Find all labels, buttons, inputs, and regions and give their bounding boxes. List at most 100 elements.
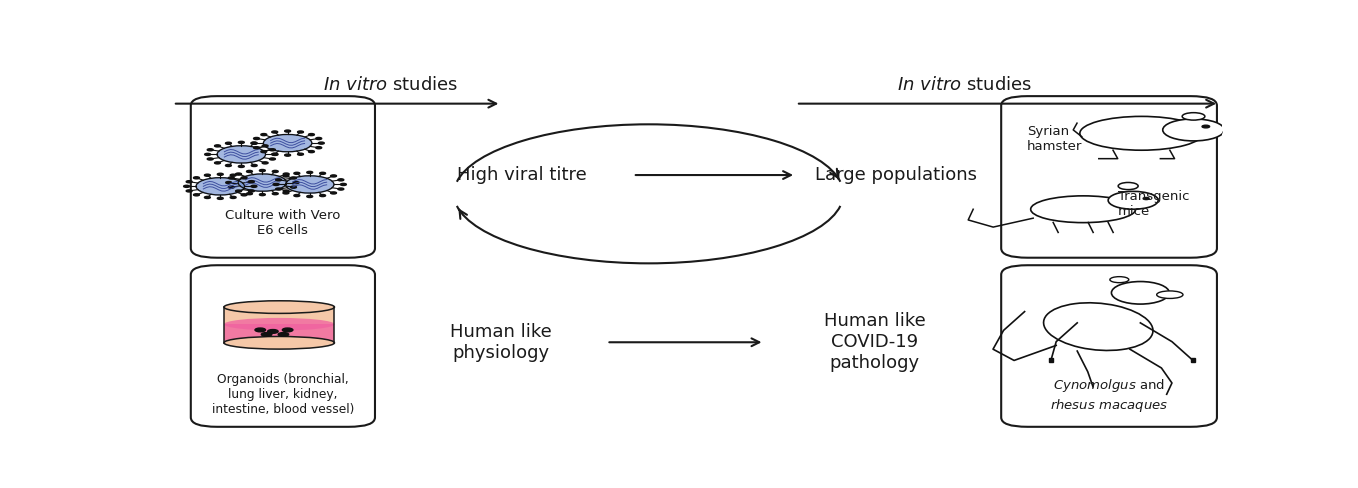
Bar [224,324,334,343]
Circle shape [228,177,234,179]
Circle shape [261,332,272,336]
Circle shape [316,147,322,149]
Ellipse shape [1162,119,1225,141]
Circle shape [242,177,247,179]
FancyBboxPatch shape [190,96,375,258]
Circle shape [269,158,276,160]
Circle shape [186,181,191,183]
Circle shape [318,142,325,144]
Circle shape [186,190,191,192]
Circle shape [291,177,296,179]
Circle shape [247,193,253,195]
Circle shape [225,182,232,183]
Circle shape [225,142,231,144]
Circle shape [261,134,266,136]
Circle shape [205,196,210,199]
Circle shape [263,135,312,152]
Circle shape [276,179,281,181]
Circle shape [268,329,278,333]
Text: High viral titre: High viral titre [458,166,587,184]
Circle shape [255,328,266,332]
Circle shape [228,186,234,188]
Circle shape [308,134,315,136]
Ellipse shape [1043,303,1153,350]
Ellipse shape [1080,117,1203,150]
Ellipse shape [224,318,334,330]
Circle shape [307,171,312,173]
Circle shape [249,190,254,192]
Circle shape [242,194,247,196]
Circle shape [307,195,312,198]
Text: $\it{Cynomolgus}$ and
$\it{rhesus\ macaques}$: $\it{Cynomolgus}$ and $\it{rhesus\ macaq… [1050,377,1168,414]
Circle shape [285,130,291,132]
Circle shape [262,162,268,164]
Bar [224,307,334,343]
Circle shape [338,188,344,190]
Circle shape [273,170,278,172]
Circle shape [249,181,254,183]
Circle shape [205,153,210,156]
Circle shape [261,151,266,153]
Circle shape [272,131,277,133]
Circle shape [297,153,303,155]
Circle shape [193,177,200,179]
Ellipse shape [1183,113,1205,120]
Circle shape [259,194,265,196]
Circle shape [285,154,291,156]
Circle shape [316,138,322,140]
Ellipse shape [1109,277,1128,283]
Circle shape [247,170,253,172]
Circle shape [215,162,220,164]
Text: Human like
physiology: Human like physiology [451,323,553,362]
Text: Syrian
hamster: Syrian hamster [1027,125,1082,153]
Circle shape [282,175,289,177]
Circle shape [205,174,210,176]
Circle shape [239,165,244,167]
Circle shape [285,176,334,193]
Text: Culture with Vero
E6 cells: Culture with Vero E6 cells [225,209,341,237]
Circle shape [254,147,259,149]
Circle shape [297,131,303,133]
Circle shape [284,173,289,175]
Circle shape [282,328,293,332]
Ellipse shape [1031,196,1135,223]
FancyBboxPatch shape [190,265,375,427]
Circle shape [251,164,257,166]
Circle shape [183,185,190,187]
Ellipse shape [1108,191,1158,209]
Ellipse shape [1157,291,1183,299]
Circle shape [235,190,242,192]
Text: Transgenic
mice: Transgenic mice [1118,190,1190,218]
Ellipse shape [1111,282,1169,304]
Circle shape [262,145,268,147]
Circle shape [259,169,265,172]
Circle shape [251,185,257,187]
Circle shape [1202,125,1210,128]
Circle shape [196,178,244,195]
Text: Human like
COVID-19
pathology: Human like COVID-19 pathology [824,312,926,372]
Circle shape [251,142,257,144]
Text: $\it{In\ vitro}$ studies: $\it{In\ vitro}$ studies [896,76,1032,94]
Text: Large populations: Large populations [815,166,976,184]
Circle shape [231,174,236,176]
Circle shape [276,188,281,190]
Circle shape [217,197,223,200]
Circle shape [341,183,346,185]
Circle shape [293,195,300,197]
Circle shape [273,183,278,185]
Ellipse shape [1118,183,1138,190]
Circle shape [208,158,213,160]
Circle shape [291,186,296,188]
Circle shape [225,164,231,166]
Ellipse shape [224,336,334,349]
Ellipse shape [224,301,334,313]
Circle shape [273,193,278,195]
Circle shape [282,192,289,194]
FancyBboxPatch shape [1001,265,1217,427]
Circle shape [217,146,266,163]
FancyBboxPatch shape [1001,96,1217,258]
Circle shape [293,182,299,183]
Circle shape [278,332,289,336]
Circle shape [208,149,213,151]
Circle shape [338,179,344,181]
